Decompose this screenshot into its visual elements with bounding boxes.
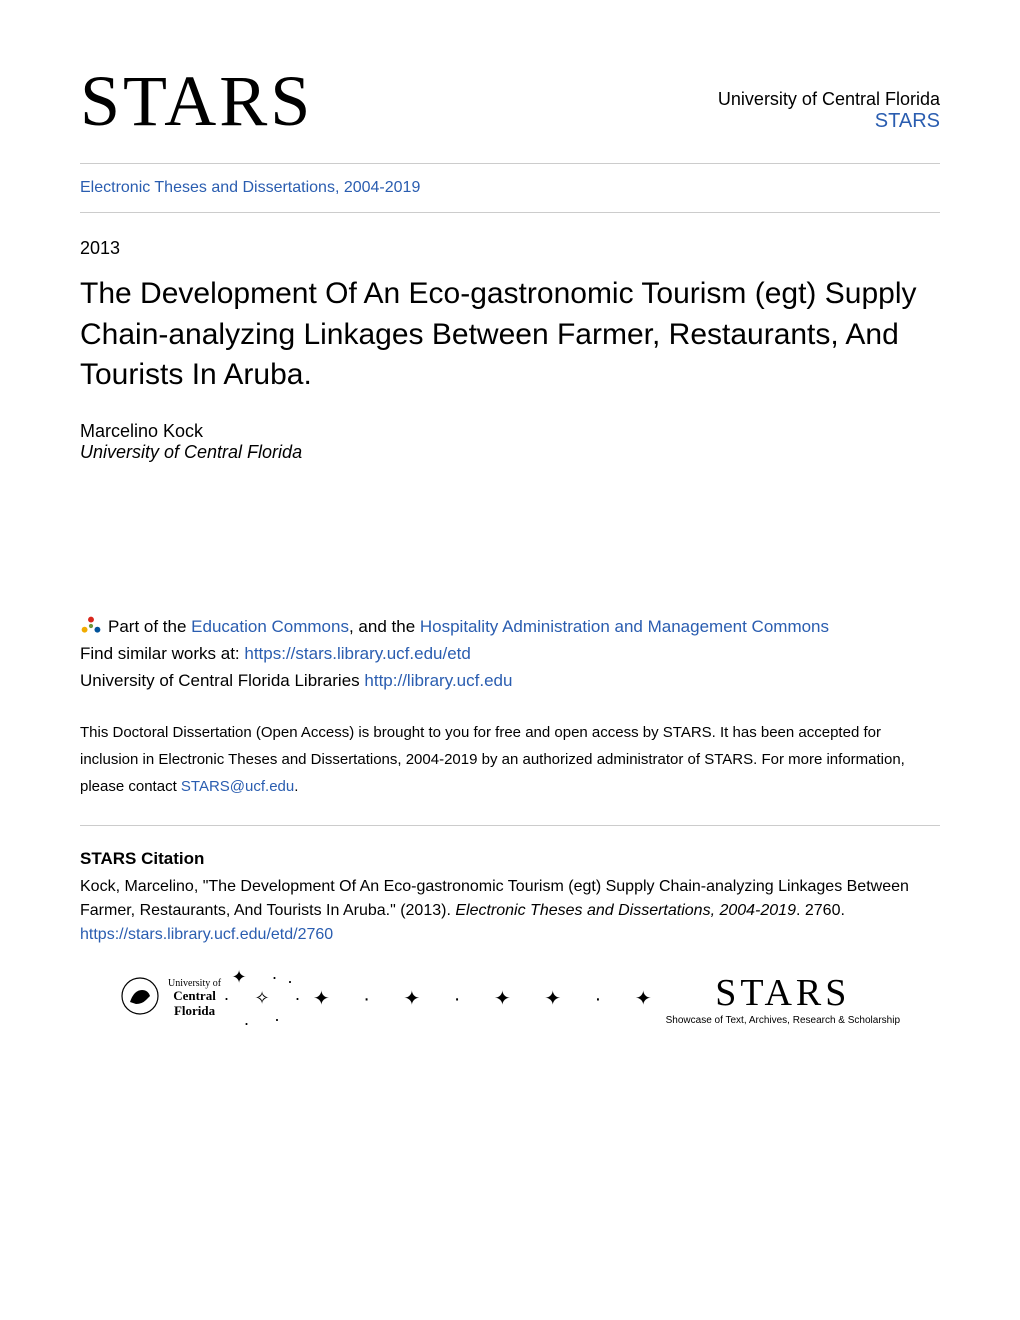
commons-link-1[interactable]: Education Commons	[191, 617, 349, 636]
access-text-after: .	[294, 778, 298, 795]
university-name: University of Central Florida	[718, 89, 940, 110]
commons-link-2[interactable]: Hospitality Administration and Managemen…	[420, 617, 829, 636]
ucf-line2: Central	[168, 989, 221, 1003]
partof-mid: , and the	[349, 617, 420, 636]
citation-after: . 2760.	[796, 902, 845, 919]
author-name: Marcelino Kock	[80, 421, 940, 442]
similar-works-link[interactable]: https://stars.library.ucf.edu/etd	[244, 644, 470, 663]
author-block: Marcelino Kock University of Central Flo…	[80, 421, 940, 463]
ucf-logo-block: University of Central Florida	[120, 976, 221, 1021]
libraries-prefix: University of Central Florida Libraries	[80, 671, 364, 690]
citation-block: STARS Citation Kock, Marcelino, "The Dev…	[80, 846, 940, 947]
stars-logo-main: STARS	[80, 60, 313, 143]
stars-footer-block: STARS Showcase of Text, Archives, Resear…	[666, 971, 900, 1026]
citation-text: Kock, Marcelino, "The Development Of An …	[80, 875, 940, 923]
stars-home-link[interactable]: STARS	[718, 110, 940, 133]
part-of-row: Part of the Education Commons, and the H…	[80, 613, 940, 640]
author-affiliation: University of Central Florida	[80, 442, 940, 463]
ucf-line3: Florida	[168, 1004, 221, 1018]
similar-prefix: Find similar works at:	[80, 644, 244, 663]
header-right: University of Central Florida STARS	[718, 89, 940, 143]
libraries-link[interactable]: http://library.ucf.edu	[364, 671, 512, 690]
document-title: The Development Of An Eco-gastronomic To…	[80, 274, 940, 396]
collection-link[interactable]: Electronic Theses and Dissertations, 200…	[80, 179, 420, 196]
citation-url-link[interactable]: https://stars.library.ucf.edu/etd/2760	[80, 926, 333, 943]
contact-email-link[interactable]: STARS@ucf.edu	[181, 778, 294, 795]
stars-tagline: Showcase of Text, Archives, Research & S…	[666, 1015, 900, 1026]
header: STARS University of Central Florida STAR…	[80, 60, 940, 164]
citation-heading: STARS Citation	[80, 846, 940, 872]
sparkle-trail-right: ✦ · ✦ · ✦ ✦ · ✦	[313, 986, 666, 1011]
open-access-note: This Doctoral Dissertation (Open Access)…	[80, 719, 940, 826]
partof-prefix: Part of the	[108, 617, 191, 636]
breadcrumb-row: Electronic Theses and Dissertations, 200…	[80, 164, 940, 213]
publication-year: 2013	[80, 238, 940, 259]
part-of-block: Part of the Education Commons, and the H…	[80, 613, 940, 695]
ucf-logo-text: University of Central Florida	[168, 978, 221, 1018]
stars-footer-logo: STARS	[666, 971, 900, 1015]
sparkle-trail-left: ✦ ·. · ✧ · . ·	[221, 967, 313, 1030]
network-icon	[80, 615, 102, 637]
footer-logos: University of Central Florida ✦ ·. · ✧ ·…	[80, 967, 940, 1030]
citation-series: Electronic Theses and Dissertations, 200…	[455, 902, 796, 919]
pegasus-icon	[120, 976, 160, 1021]
